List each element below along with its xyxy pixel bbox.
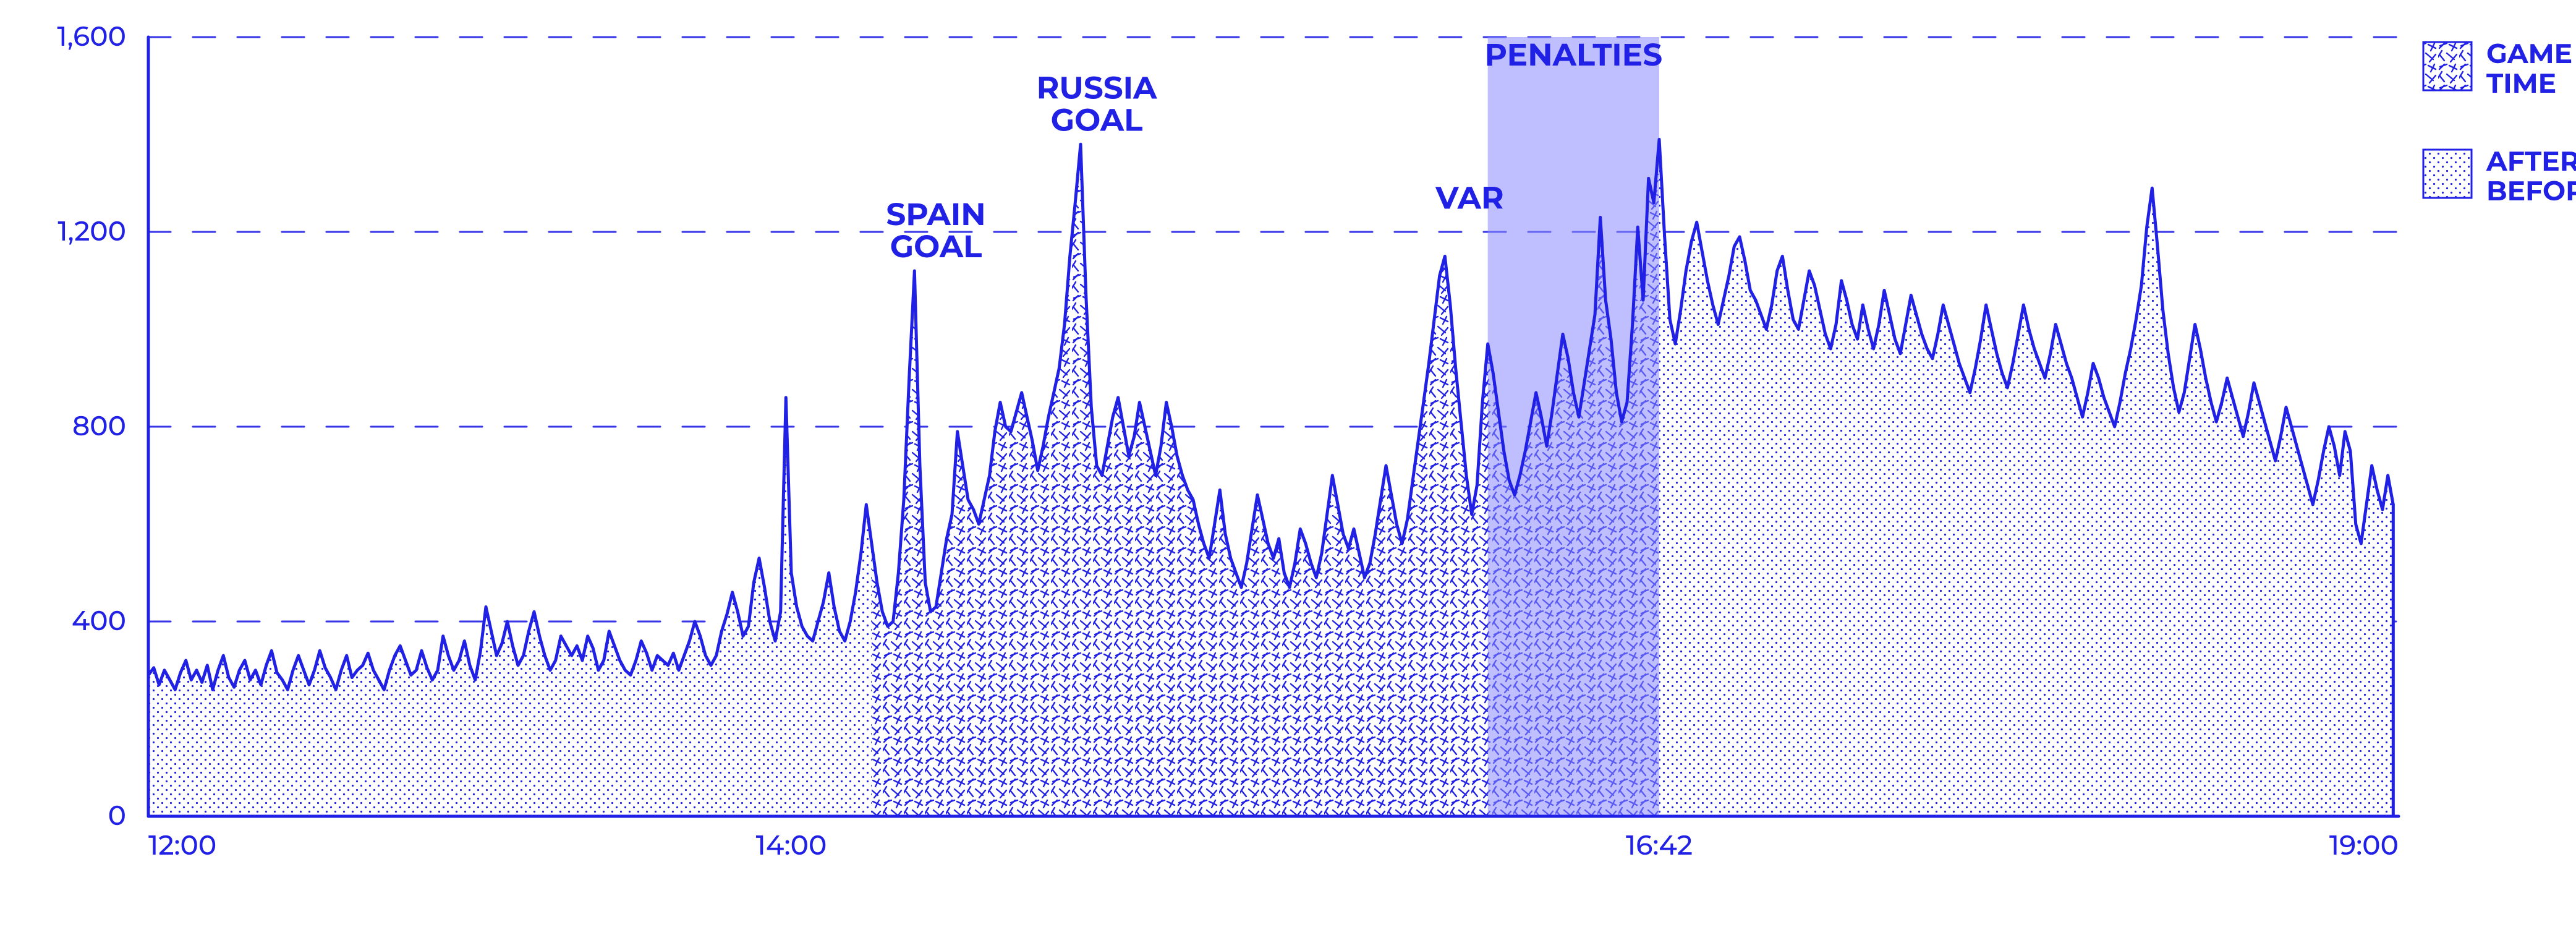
legend-swatch-afterbefore: [2423, 150, 2472, 198]
svg-text:VAR: VAR: [1435, 179, 1503, 216]
penalties-band: [1488, 37, 1659, 816]
y-tick-label: 1,200: [57, 215, 126, 248]
legend-item: AFTER &BEFORE: [2423, 145, 2576, 208]
legend-label: BEFORE: [2486, 174, 2576, 208]
x-tick-label: 16:42: [1626, 829, 1693, 862]
legend-label: AFTER &: [2486, 145, 2576, 178]
svg-text:GOAL: GOAL: [890, 228, 982, 265]
annotation: RUSSIAGOAL: [1037, 69, 1157, 139]
x-tick-label: 14:00: [756, 829, 827, 862]
annotation: PENALTIES: [1485, 36, 1663, 74]
y-tick-label: 1,600: [57, 20, 126, 53]
legend-item: GAMETIME: [2423, 37, 2572, 100]
legend-label: GAME: [2486, 37, 2572, 70]
legend-label: TIME: [2486, 67, 2556, 100]
area-fills: [148, 139, 2393, 816]
svg-text:PENALTIES: PENALTIES: [1485, 36, 1663, 74]
x-tick-label: 19:00: [2329, 829, 2399, 862]
annotation: SPAINGOAL: [886, 195, 985, 265]
x-tick-label: 12:00: [148, 829, 216, 862]
timeseries-chart: 0 400 800 1,200 1,600 12:00 14:00 16:42 19:00 SPA…: [0, 0, 2576, 948]
y-tick-label: 0: [108, 799, 126, 832]
y-tick-label: 400: [72, 604, 126, 638]
y-tick-label: 800: [72, 409, 126, 443]
annotation: VAR: [1435, 179, 1503, 216]
svg-text:GOAL: GOAL: [1051, 101, 1143, 139]
legend-swatch-game: [2423, 42, 2472, 90]
